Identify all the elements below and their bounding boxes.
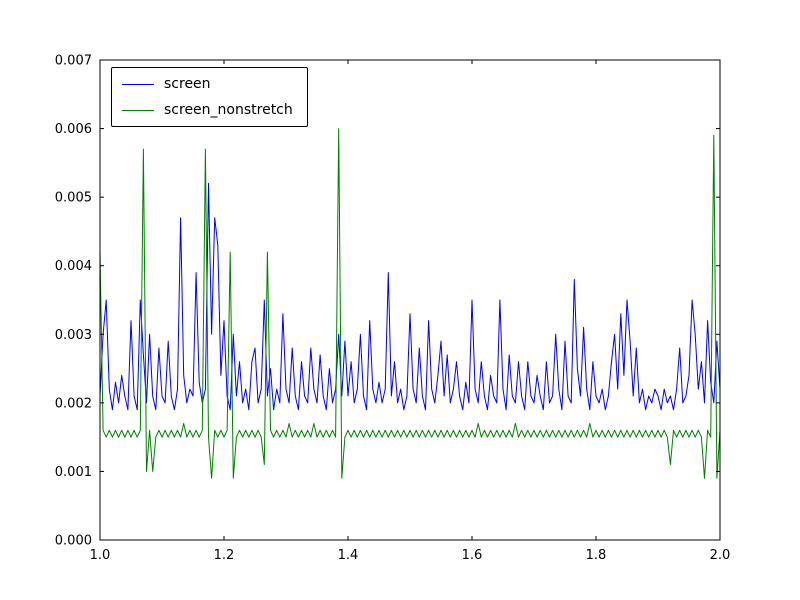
x-tick-label: 1.4 [338, 548, 359, 563]
legend-item-screen: screen [122, 76, 293, 92]
legend-label-screen: screen [164, 76, 211, 92]
x-tick-label: 1.0 [90, 548, 111, 563]
legend-line-sample-screen-nonstretch [122, 109, 154, 111]
x-tick-label: 1.2 [214, 548, 235, 563]
y-tick-label: 0.006 [55, 122, 92, 137]
y-tick-label: 0.007 [55, 54, 92, 69]
series-line-screen [99, 182, 721, 411]
y-tick-label: 0.003 [55, 328, 92, 343]
y-tick-label: 0.001 [55, 465, 92, 480]
y-tick-label: 0.000 [55, 534, 92, 549]
legend-line-sample-screen [122, 83, 154, 85]
series-line-screen_nonstretch [99, 128, 721, 479]
x-tick-label: 1.8 [586, 548, 607, 563]
x-tick-label: 1.6 [462, 548, 483, 563]
y-tick-label: 0.002 [55, 396, 92, 411]
y-tick-label: 0.005 [55, 191, 92, 206]
legend-label-screen-nonstretch: screen_nonstretch [164, 102, 293, 118]
legend: screen screen_nonstretch [111, 67, 308, 127]
legend-item-screen-nonstretch: screen_nonstretch [122, 102, 293, 118]
x-tick-label: 2.0 [710, 548, 731, 563]
axes-frame [99, 59, 721, 541]
y-tick-label: 0.004 [55, 259, 92, 274]
